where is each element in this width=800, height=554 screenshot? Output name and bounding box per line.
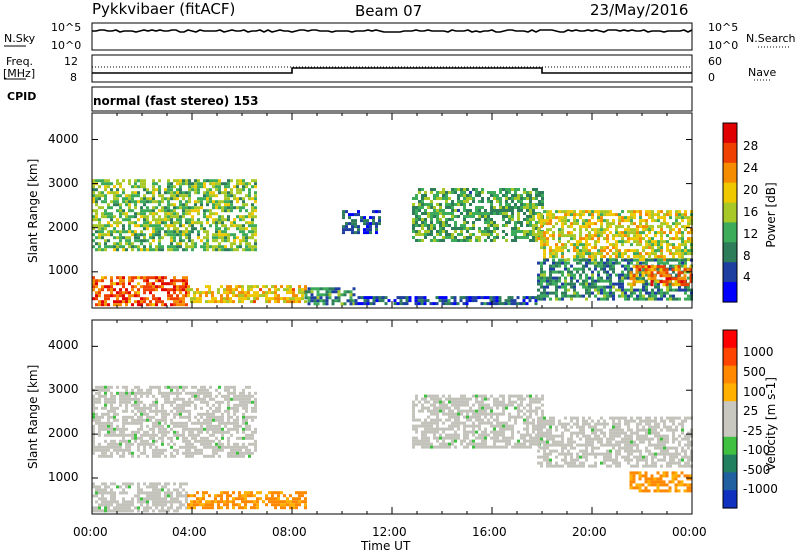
power-region-7 (537, 210, 693, 262)
velocity-region-0 (92, 385, 257, 458)
power-colorbar-swatch-6 (723, 242, 737, 263)
velocity-colorbar-swatch-1 (723, 347, 737, 367)
power-colorbar-swatch-8 (723, 282, 737, 303)
power-region-2 (187, 285, 307, 304)
velocity-ytick-3000: 3000 (48, 382, 79, 396)
power-colorbar-swatch-0 (723, 123, 737, 144)
velocity-ytick-2000: 2000 (48, 426, 79, 440)
power-ytick-2000: 2000 (48, 220, 79, 234)
nave-label: Nave (748, 66, 777, 79)
nsky-tick-bottom: 10^0 (51, 39, 82, 52)
xtick-1: 04:00 (172, 525, 207, 539)
nsearch-tick-bottom: 10^0 (708, 39, 739, 52)
power-region-4 (354, 296, 538, 306)
power-region-6 (412, 188, 544, 242)
vel-cb-tick-m25: -25 (743, 424, 763, 438)
freq-trace (92, 67, 692, 74)
velocity-colorbar-swatch-2 (723, 365, 737, 384)
velocity-region-5 (629, 471, 693, 493)
freq-label: Freq. (6, 55, 34, 68)
velocity-region-2 (187, 491, 307, 510)
power-region-0 (92, 179, 257, 252)
power-colorbar-swatch-4 (723, 202, 737, 224)
vel-cb-tick-1000: 1000 (743, 345, 774, 359)
nsearch-tick-top: 10^5 (708, 21, 739, 34)
power-cb-tick-20: 20 (743, 183, 759, 197)
nsearch-label: N.Search (746, 32, 796, 45)
power-region-1 (92, 276, 188, 307)
nave-tick-bottom: 0 (708, 71, 715, 84)
xlabel: Time UT (361, 539, 411, 553)
vel-cb-tick-25: 25 (743, 404, 759, 418)
power-region-5 (342, 210, 381, 235)
power-colorbar-swatch-1 (723, 142, 737, 164)
freq-panel-frame (91, 54, 693, 83)
xtick-5: 20:00 (572, 525, 607, 539)
station-title: Pykkvibaer (fitACF) (92, 0, 236, 18)
freq-unit: [MHz] (3, 67, 36, 80)
vel-cb-tick-m100: -100 (743, 443, 771, 457)
vel-cb-tick-m1000: -1000 (743, 482, 778, 496)
velocity-ytick-4000: 4000 (48, 338, 79, 352)
velocity-colorbar-swatch-9 (723, 490, 737, 509)
nsky-tick-top: 10^5 (51, 21, 82, 34)
xtick-6: 00:00 (672, 525, 707, 539)
freq-tick-top: 12 (64, 55, 78, 68)
power-colorbar-swatch-3 (723, 182, 737, 204)
date-label: 23/May/2016 (590, 1, 689, 19)
velocity-colorbar-swatch-8 (723, 472, 737, 491)
velocity-colorbar-swatch-0 (723, 330, 737, 349)
power-colorbar-swatch-5 (723, 222, 737, 243)
velocity-colorbar-swatch-3 (723, 383, 737, 402)
power-cb-tick-28: 28 (743, 139, 759, 153)
power-colorbar-frame (722, 122, 738, 303)
cpid-label: CPID (7, 90, 37, 103)
velocity-colorbar-frame (722, 329, 738, 509)
xtick-4: 16:00 (472, 525, 507, 539)
nsky-label: N.Sky (4, 32, 36, 45)
velocity-region-1 (92, 482, 188, 513)
velocity-ytick-1000: 1000 (48, 470, 79, 484)
velocity-panel-bg (92, 320, 692, 514)
power-ytick-4000: 4000 (48, 132, 79, 146)
power-region-9 (629, 265, 693, 287)
cpid-panel-frame (91, 86, 693, 112)
beam-label: Beam 07 (355, 2, 423, 20)
vel-cb-tick-m500: -500 (743, 463, 771, 477)
power-cb-tick-16: 16 (743, 205, 759, 219)
vel-cb-tick-100: 100 (743, 385, 766, 399)
xtick-0: 00:00 (73, 525, 108, 539)
power-cb-tick-4: 4 (743, 270, 751, 284)
nsky-trace (92, 29, 693, 33)
power-cb-tick-24: 24 (743, 161, 759, 175)
cpid-text: normal (fast stereo) 153 (93, 94, 259, 108)
velocity-colorbar-swatch-6 (723, 436, 737, 456)
xtick-2: 08:00 (272, 525, 307, 539)
velocity-colorbar-swatch-5 (723, 419, 737, 438)
freq-tick-bottom: 8 (70, 71, 77, 84)
velocity-colorbar-swatch-4 (723, 401, 737, 420)
power-colorbar-swatch-2 (723, 162, 737, 184)
nave-tick-top: 60 (708, 55, 722, 68)
power-cb-tick-12: 12 (743, 227, 759, 241)
xtick-3: 12:00 (372, 525, 407, 539)
velocity-colorbar-swatch-7 (723, 454, 737, 473)
power-ytick-1000: 1000 (48, 263, 79, 277)
power-ytick-3000: 3000 (48, 176, 79, 190)
velocity-region-4 (537, 416, 693, 468)
nsky-panel-frame (91, 22, 693, 51)
vel-cb-tick-500: 500 (743, 365, 766, 379)
power-region-3 (304, 287, 356, 306)
power-colorbar-swatch-7 (723, 262, 737, 283)
power-cb-tick-8: 8 (743, 249, 751, 263)
